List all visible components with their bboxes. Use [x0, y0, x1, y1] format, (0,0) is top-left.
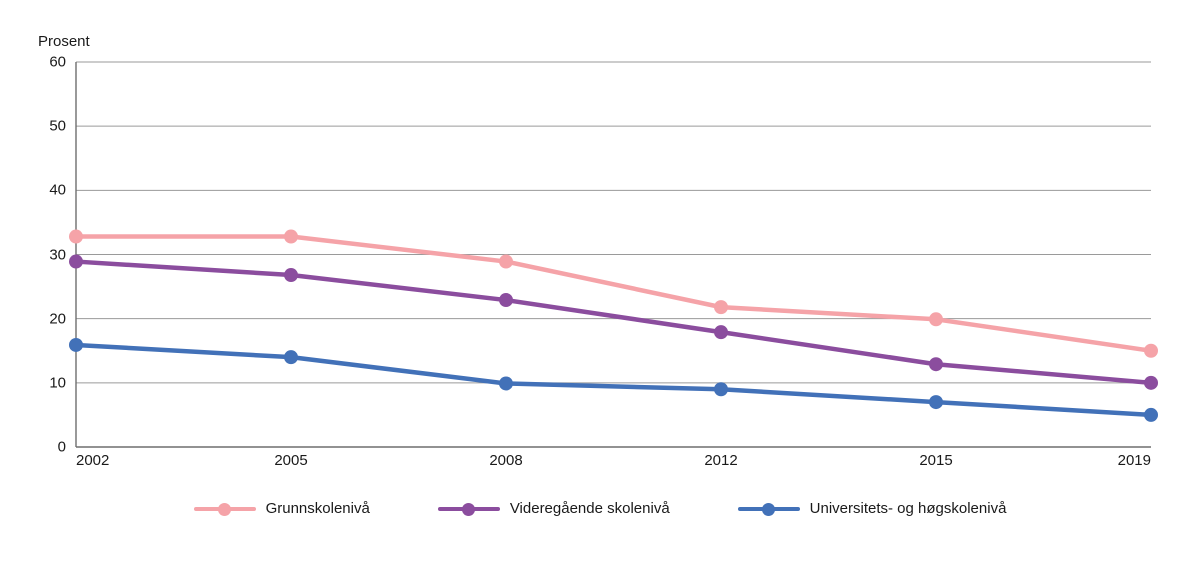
y-axis-tick-label: 0	[57, 438, 66, 456]
data-point-marker[interactable]	[929, 395, 943, 410]
series-2	[69, 254, 1158, 390]
x-axis-tick-label: 2002	[76, 452, 110, 469]
legend-item[interactable]: Universitets- og høgskolenivå	[737, 500, 1007, 517]
data-point-marker[interactable]	[284, 268, 298, 283]
x-axis-tick-label: 2008	[489, 452, 523, 469]
y-axis-tick-label: 50	[49, 117, 66, 135]
x-axis-tick-labels: 2002 2005 2008 2012 2015 2019	[76, 452, 1151, 476]
data-point-marker[interactable]	[284, 350, 298, 365]
data-point-marker[interactable]	[69, 254, 83, 269]
series-line	[73, 342, 1154, 418]
data-point-marker[interactable]	[499, 376, 513, 391]
legend-swatch-icon	[437, 502, 500, 516]
series-3	[69, 337, 1158, 422]
x-axis-tick-label: 2015	[919, 452, 953, 469]
legend-item-label: Videregående skolenivå	[509, 500, 670, 517]
series-line	[73, 234, 1154, 353]
data-point-marker[interactable]	[929, 357, 943, 372]
y-axis-tick-label: 40	[49, 181, 66, 199]
data-point-marker[interactable]	[1144, 343, 1158, 358]
y-axis-tick-labels: 0 10 20 30 40 50 60	[22, 54, 66, 456]
legend-item[interactable]: Videregående skolenivå	[437, 500, 670, 517]
data-point-marker[interactable]	[714, 382, 728, 397]
x-axis-tick-label: 2005	[274, 452, 308, 469]
legend-item-label: Grunnskolenivå	[265, 500, 370, 517]
series-line	[73, 259, 1154, 386]
data-point-marker[interactable]	[1144, 407, 1158, 422]
data-point-marker[interactable]	[929, 312, 943, 327]
legend-swatch-icon	[737, 502, 800, 516]
x-axis-tick-label: 2019	[1117, 452, 1151, 469]
chart-legend: Grunnskolenivå Videregående skolenivå Univ…	[0, 500, 1200, 517]
data-point-marker[interactable]	[69, 337, 83, 352]
data-point-marker[interactable]	[499, 293, 513, 308]
legend-swatch-icon	[193, 502, 256, 516]
legend-item[interactable]: Grunnskolenivå	[193, 500, 370, 517]
data-point-marker[interactable]	[1144, 375, 1158, 390]
x-axis-tick-label: 2012	[704, 452, 738, 469]
data-point-marker[interactable]	[69, 229, 83, 244]
data-point-marker[interactable]	[714, 325, 728, 340]
y-axis-unit-label: Prosent	[38, 33, 90, 50]
y-axis-tick-label: 20	[49, 310, 66, 328]
chart-plot-svg	[69, 61, 1158, 448]
y-axis-tick-label: 60	[49, 53, 66, 71]
series-1	[69, 229, 1158, 358]
data-point-marker[interactable]	[499, 254, 513, 269]
legend-item-label: Universitets- og høgskolenivå	[809, 500, 1007, 517]
plot-area	[69, 61, 1158, 448]
y-axis-tick-label: 30	[49, 246, 66, 263]
data-point-marker[interactable]	[284, 229, 298, 244]
data-point-marker[interactable]	[714, 300, 728, 315]
y-axis-tick-label: 10	[49, 374, 66, 392]
